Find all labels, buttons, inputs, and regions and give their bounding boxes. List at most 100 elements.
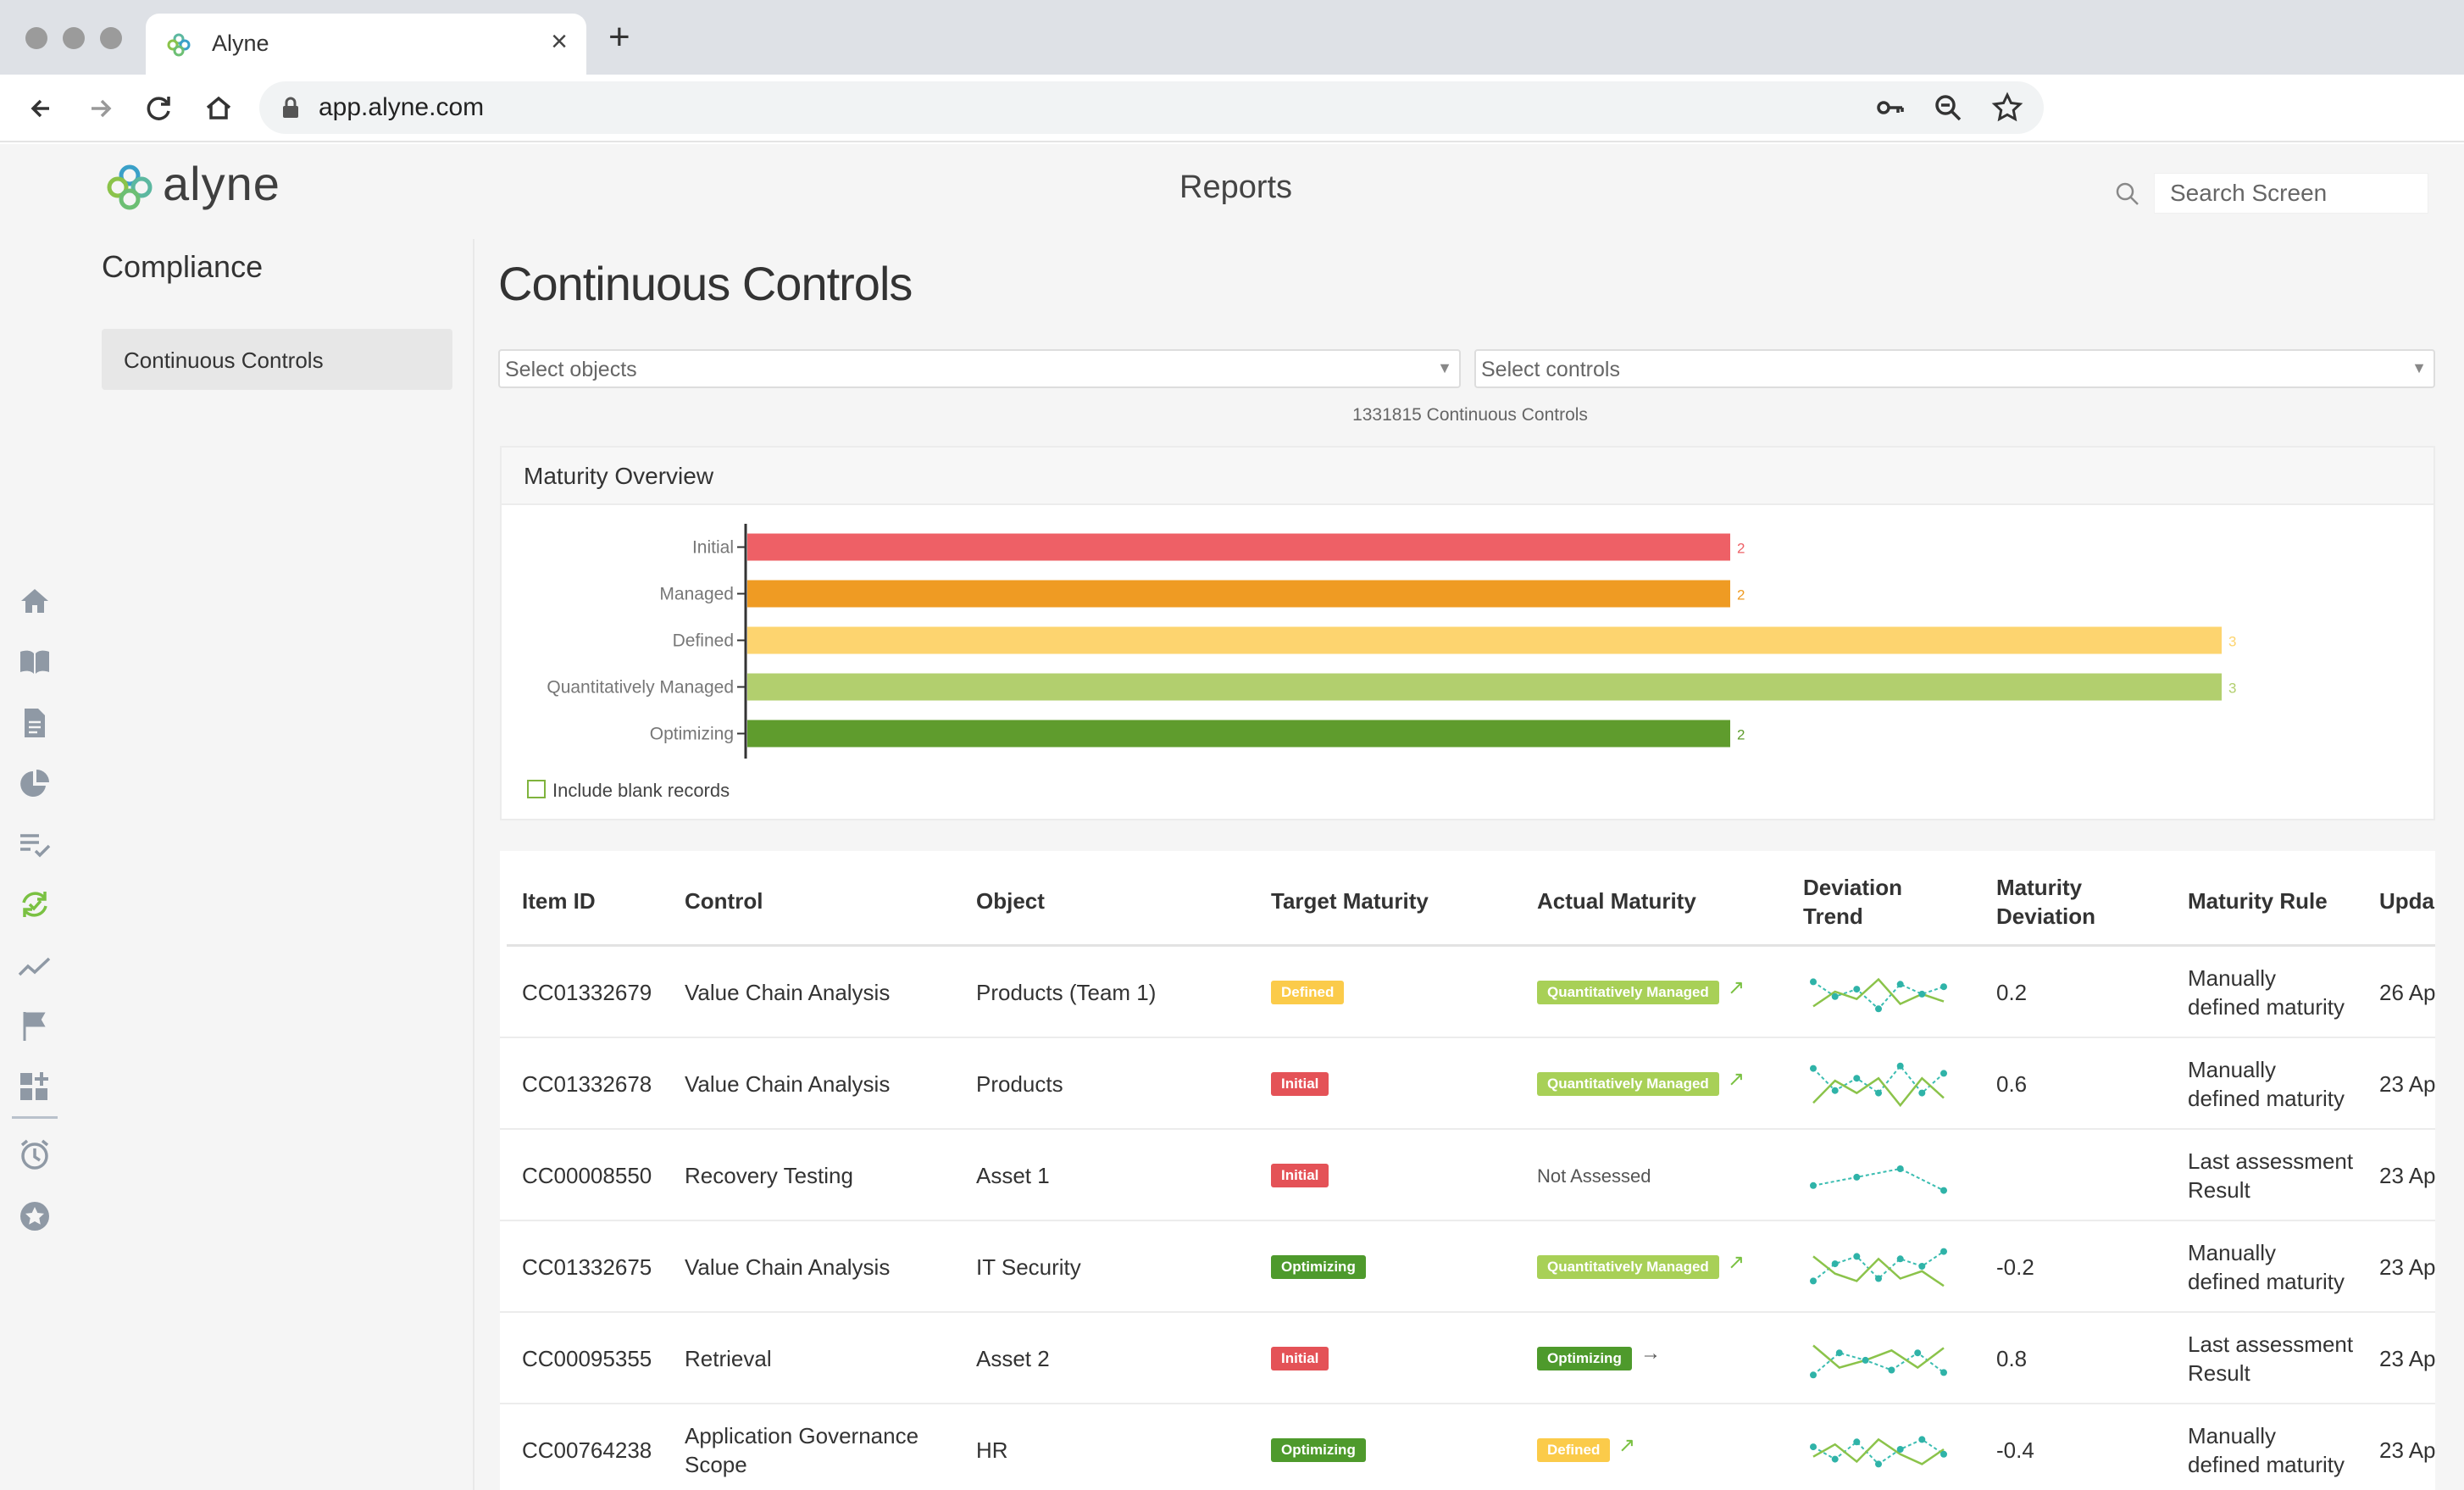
sparkline-point [1810,1181,1817,1189]
arrow-right-icon: → [1640,1342,1661,1365]
chart-category-label: Defined [673,631,734,651]
column-header-deviation-trend[interactable]: Deviation Trend [1803,875,1903,929]
sparkline-solid-line [1812,1344,1945,1370]
select-objects-dropdown[interactable]: Select objects ▼ [498,349,1461,388]
sparkline-point [1918,1263,1926,1270]
actual-maturity-badge: Quantitatively Managed [1537,1072,1719,1096]
chart-data-label: 2 [1737,727,1745,743]
tab-close-icon[interactable]: × [551,25,568,58]
cell-object: Products [976,1071,1063,1097]
sidebar-item-continuous-controls[interactable]: Continuous Controls [102,329,452,390]
checklist-icon[interactable] [17,827,53,863]
key-icon[interactable] [1874,92,1906,124]
chart-data-label: 2 [1737,541,1745,557]
forward-arrow-icon[interactable] [81,90,119,127]
bookmark-star-icon[interactable] [1991,92,2023,124]
alyne-logo-icon [107,164,153,210]
sparkline-point [1940,1369,1947,1376]
column-header-item-id[interactable]: Item ID [522,888,596,914]
column-header-actual-maturity[interactable]: Actual Maturity [1537,888,1696,914]
home-icon[interactable] [17,583,53,619]
sparkline-point [1831,1260,1839,1268]
chart-category-label: Optimizing [650,725,734,744]
column-header-maturity-rule[interactable]: Maturity Rule [2188,888,2328,914]
cell-maturity-rule: Manually defined maturity [2188,965,2345,1020]
search-icon[interactable] [2113,180,2142,208]
window-minimize-button[interactable] [63,27,85,49]
sparkline-point [1940,1450,1947,1458]
book-icon[interactable] [17,644,53,680]
sparkline-point [1810,978,1817,986]
table-row[interactable]: CC01332678 Value Chain Analysis Products In… [500,1038,2436,1130]
sparkline-point [1853,986,1861,993]
chart-bar [747,720,1730,748]
sparkline-solid-line [1812,1076,1945,1108]
dropdown-caret-icon: ▼ [1437,359,1452,376]
column-header-updated[interactable]: Upda [2379,888,2434,914]
actual-maturity-badge: Quantitatively Managed [1537,981,1719,1004]
cell-updated: 23 Ap [2379,1254,2436,1280]
controls-count: 1331815 Continuous Controls [1352,405,1588,425]
panel-title: Maturity Overview [524,463,714,489]
sync-icon[interactable] [17,887,53,922]
clock-icon[interactable] [17,1137,53,1173]
cell-control: Recovery Testing [685,1163,853,1188]
star-icon[interactable] [17,1198,53,1234]
column-header-target-maturity[interactable]: Target Maturity [1271,888,1429,914]
table-row[interactable]: CC00095355 Retrieval Asset 2 Initial Optimiz… [500,1313,2436,1404]
dashboard-add-icon[interactable] [17,1070,53,1105]
table-row[interactable]: CC01332675 Value Chain Analysis IT Securit… [500,1221,2436,1313]
cell-maturity-deviation: -0.4 [1996,1437,2034,1463]
window-close-button[interactable] [25,27,47,49]
flag-icon[interactable] [17,1009,53,1044]
browser-tab[interactable]: Alyne × [146,14,586,75]
cell-maturity-deviation: 0.2 [1996,980,2028,1005]
cell-object: HR [976,1437,1008,1463]
table-row[interactable]: CC00008550 Recovery Testing Asset 1 Initial… [500,1130,2436,1221]
address-bar[interactable]: app.alyne.com [259,81,2044,134]
select-controls-dropdown[interactable]: Select controls ▼ [1474,349,2435,388]
reload-icon[interactable] [141,90,178,127]
back-arrow-icon[interactable] [24,90,61,127]
column-header-control[interactable]: Control [685,888,763,914]
sparkline-point [1896,1255,1904,1263]
maturity-overview-panel: Maturity Overview Initial 2 Managed 2 Define… [500,446,2435,820]
page-title: Continuous Controls [498,257,913,310]
zoom-out-icon[interactable] [1932,92,1964,124]
dropdown-caret-icon: ▼ [2411,359,2427,376]
table-row[interactable]: CC01332679 Value Chain Analysis Products (… [500,947,2436,1038]
home-browser-icon[interactable] [200,90,237,127]
column-header-maturity-deviation[interactable]: Maturity Deviation [1996,875,2096,929]
trend-up-icon: ↗ [1728,1068,1745,1091]
cell-object: Asset 1 [976,1163,1050,1188]
page-header: Reports [473,144,2464,239]
chart-bar [747,533,1730,561]
target-maturity-badge: Optimizing [1271,1438,1366,1462]
column-header-object[interactable]: Object [976,888,1045,914]
cell-item-id: CC00764238 [522,1437,652,1463]
table-row[interactable]: CC00764238 Application Governance Scope HR… [500,1404,2436,1490]
pie-chart-icon[interactable] [17,766,53,802]
trend-line-icon[interactable] [17,948,53,983]
cell-control: Value Chain Analysis [685,1071,891,1097]
sparkline-point [1896,1165,1904,1172]
deviation-sparkline [1810,1344,1947,1379]
include-blank-label: Include blank records [552,780,730,801]
document-icon[interactable] [17,705,53,741]
window-zoom-button[interactable] [100,27,122,49]
chart-category-label: Quantitatively Managed [547,678,734,698]
sparkline-dashed-line [1812,1167,1945,1192]
browser-toolbar: app.alyne.com [0,75,2464,142]
chart-bar [747,673,2222,701]
sparkline-point [1896,1062,1904,1070]
actual-maturity-badge: Defined [1537,1438,1611,1462]
deviation-sparkline [1810,1062,1947,1108]
search-input[interactable] [2154,173,2428,214]
sparkline-point [1896,981,1904,988]
sparkline-point [1810,1277,1817,1285]
new-tab-button[interactable]: + [608,16,630,58]
sparkline-point [1831,1087,1839,1094]
include-blank-checkbox[interactable] [527,780,546,798]
trend-up-icon: ↗ [1618,1434,1636,1457]
target-maturity-badge: Defined [1271,981,1345,1004]
